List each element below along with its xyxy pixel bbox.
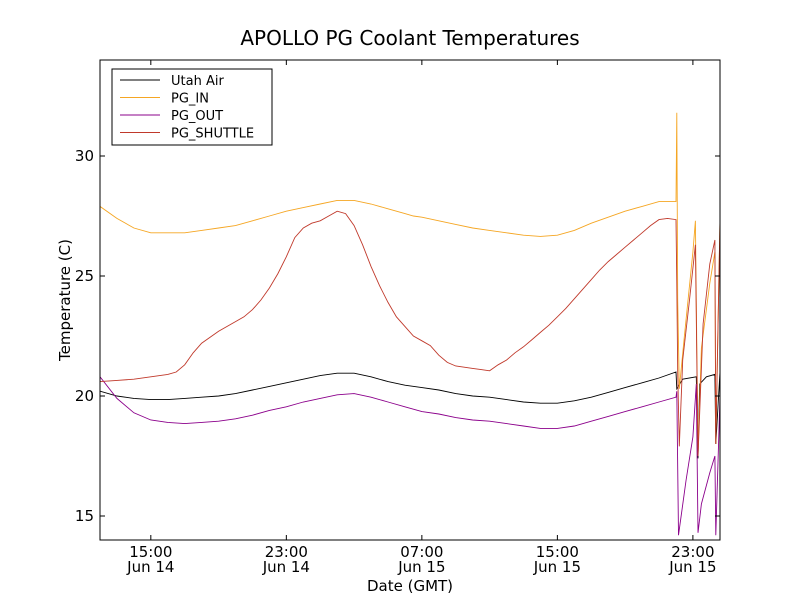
- series-line-pg-shuttle: [100, 210, 720, 457]
- legend-label: Utah Air: [171, 74, 224, 89]
- series-layer: [100, 112, 720, 536]
- x-tick-label-date: Jun 15: [668, 558, 716, 576]
- legend: Utah Air PG_IN PG_OUT PG_SHUTTLE: [111, 68, 273, 146]
- x-axis-label: Date (GMT): [367, 577, 453, 595]
- y-tick-label: 30: [75, 147, 94, 165]
- x-tick-label-time: 07:00: [400, 543, 443, 561]
- x-tick-label-time: 15:00: [536, 543, 579, 561]
- y-tick-label: 20: [75, 387, 94, 405]
- legend-label: PG_IN: [171, 92, 209, 107]
- y-tick-label: 15: [75, 507, 94, 525]
- x-tick-label-time: 23:00: [671, 543, 714, 561]
- x-tick-label-date: Jun 14: [262, 558, 310, 576]
- y-axis-label: Temperature (C): [56, 239, 74, 362]
- legend-label: PG_OUT: [171, 109, 223, 124]
- plot-area-frame: [99, 59, 721, 541]
- y-tick-label: 25: [75, 267, 94, 285]
- series-line-pg-out: [100, 376, 720, 536]
- x-tick-label-time: 23:00: [265, 543, 308, 561]
- x-tick-label-date: Jun 14: [126, 558, 174, 576]
- x-tick-label-time: 15:00: [129, 543, 172, 561]
- series-line-pg-in: [100, 112, 720, 454]
- legend-label: PG_SHUTTLE: [171, 127, 254, 142]
- x-tick-label-date: Jun 15: [533, 558, 581, 576]
- x-tick-label-date: Jun 15: [397, 558, 445, 576]
- chart-title: APOLLO PG Coolant Temperatures: [240, 26, 579, 50]
